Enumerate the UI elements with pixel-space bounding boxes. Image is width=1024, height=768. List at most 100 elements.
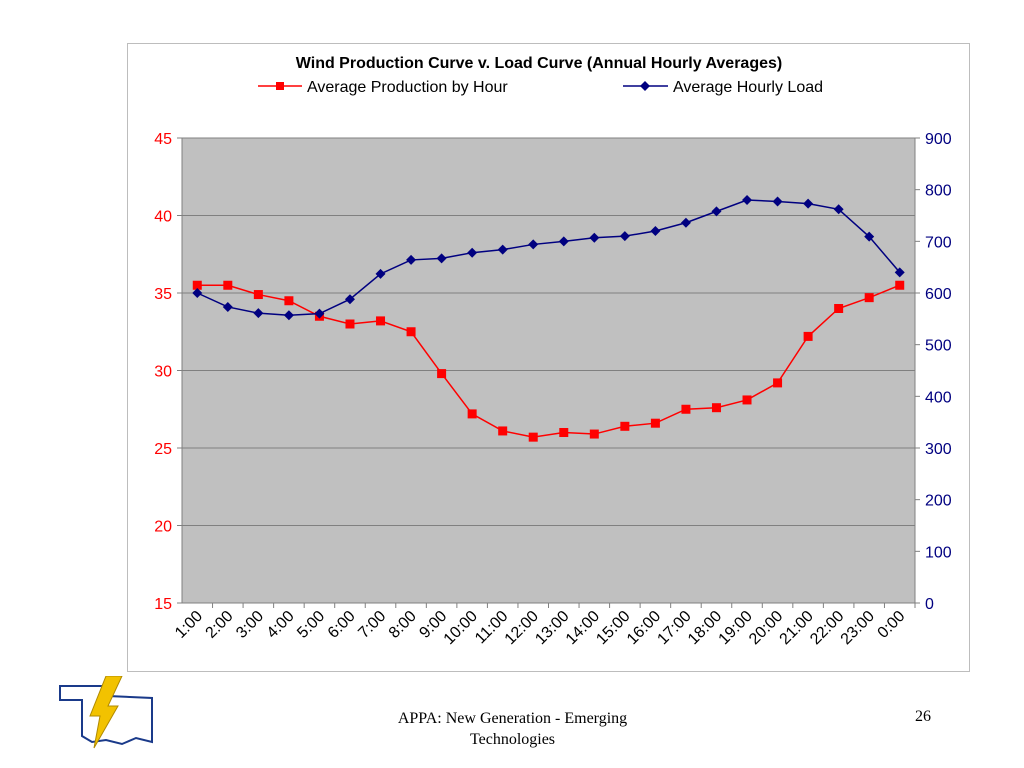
load-point [283, 310, 294, 321]
x-axis-tick-label: 12:00 [502, 608, 542, 648]
left-axis-tick-label: 40 [154, 209, 172, 226]
left-axis-tick-label: 20 [154, 519, 172, 536]
load-point [528, 239, 539, 250]
production-point [711, 403, 721, 413]
left-axis-tick-label: 25 [154, 441, 172, 458]
load-point [253, 308, 264, 319]
right-axis-tick-label: 300 [925, 441, 952, 458]
right-axis-tick-label: 0 [925, 596, 934, 613]
load-point [589, 232, 600, 243]
load-point [497, 244, 508, 255]
x-axis-tick-label: 13:00 [532, 608, 572, 648]
x-axis-tick-label: 7:00 [355, 608, 389, 642]
production-point [498, 426, 508, 436]
load-point [894, 267, 905, 278]
load-point [314, 308, 325, 319]
load-point [436, 253, 447, 264]
production-point [864, 293, 874, 303]
right-axis-tick-label: 200 [925, 493, 952, 510]
x-axis-tick-label: 6:00 [325, 608, 359, 642]
production-point [437, 369, 447, 379]
right-axis-tick-label: 600 [925, 286, 952, 303]
x-axis-tick-label: 3:00 [233, 608, 267, 642]
load-series-line [196, 199, 901, 316]
x-axis-tick-label: 0:00 [875, 608, 909, 642]
load-point [864, 231, 875, 242]
production-point [681, 404, 691, 414]
left-axis: 15 20 25 30 35 40 45 [154, 131, 183, 613]
production-point [528, 432, 538, 442]
x-axis-tick-label: 21:00 [777, 608, 817, 648]
gridlines [182, 137, 915, 604]
x-axis-tick-label: 16:00 [624, 608, 664, 648]
production-point [376, 316, 386, 326]
load-point [833, 204, 844, 215]
x-axis-tick-label: 15:00 [593, 608, 633, 648]
chart-title: Wind Production Curve v. Load Curve (Ann… [296, 55, 782, 72]
chart-frame: Wind Production Curve v. Load Curve (Ann… [127, 43, 970, 672]
x-axis-tick-label: 20:00 [746, 608, 786, 648]
production-point [742, 395, 752, 405]
production-point [284, 296, 294, 306]
x-axis-tick-label: 14:00 [563, 608, 603, 648]
lightning-logo-icon [59, 675, 153, 749]
series-layer [192, 195, 905, 442]
x-axis-tick-label: 18:00 [685, 608, 725, 648]
production-point [803, 331, 813, 341]
production-point [620, 421, 630, 431]
right-axis-tick-label: 400 [925, 389, 952, 406]
legend-load-marker [640, 81, 650, 91]
left-axis-tick-label: 15 [154, 596, 172, 613]
x-axis-tick-label: 22:00 [807, 608, 847, 648]
right-axis-tick-label: 700 [925, 234, 952, 251]
production-point [406, 327, 416, 337]
production-point [345, 319, 355, 329]
left-axis-tick-label: 35 [154, 286, 172, 303]
left-axis-tick-label: 45 [154, 131, 172, 148]
load-point [680, 217, 691, 228]
load-point [803, 198, 814, 209]
load-point [222, 301, 233, 312]
production-point [895, 280, 905, 290]
load-point [711, 206, 722, 217]
ompa-logo [56, 675, 156, 757]
load-point [192, 288, 203, 298]
right-axis-tick-label: 100 [925, 544, 952, 561]
right-axis: 0 100 200 300 400 500 600 700 800 900 [914, 131, 952, 613]
legend-load-label: Average Hourly Load [673, 79, 823, 96]
right-axis-tick-label: 500 [925, 338, 952, 355]
production-point [467, 409, 477, 419]
load-point [742, 195, 753, 205]
page-number: 26 [915, 708, 931, 725]
load-point [344, 294, 355, 305]
production-point [253, 290, 263, 300]
x-axis: 1:002:003:004:005:006:007:008:009:0010:0… [172, 603, 916, 648]
production-point [650, 418, 660, 428]
x-axis-tick-label: 17:00 [654, 608, 694, 648]
load-point [558, 236, 569, 247]
load-point [619, 231, 630, 242]
x-axis-tick-label: 8:00 [386, 608, 420, 642]
load-point [650, 226, 661, 236]
x-axis-tick-label: 5:00 [294, 608, 328, 642]
lightning-bolt-icon [89, 675, 123, 749]
production-point [559, 428, 569, 437]
x-axis-tick-label: 19:00 [716, 608, 756, 648]
chart-svg: Wind Production Curve v. Load Curve (Ann… [154, 55, 952, 648]
right-axis-tick-label: 900 [925, 131, 952, 148]
load-point [467, 247, 478, 258]
load-point [375, 268, 386, 279]
footer-text: APPA: New Generation - Emerging Technolo… [397, 710, 628, 748]
load-point [406, 254, 417, 265]
right-axis-tick-label: 800 [925, 183, 952, 200]
x-axis-tick-label: 23:00 [838, 608, 878, 648]
x-axis-tick-label: 2:00 [203, 608, 237, 642]
legend-production-label: Average Production by Hour [307, 79, 508, 96]
load-point [772, 196, 783, 207]
production-point [589, 429, 599, 439]
legend-production-marker [276, 82, 284, 90]
x-axis-tick-label: 4:00 [264, 608, 298, 642]
production-point [773, 378, 783, 388]
legend: Average Production by Hour Average Hourl… [258, 79, 823, 96]
x-axis-tick-label: 10:00 [441, 608, 481, 648]
